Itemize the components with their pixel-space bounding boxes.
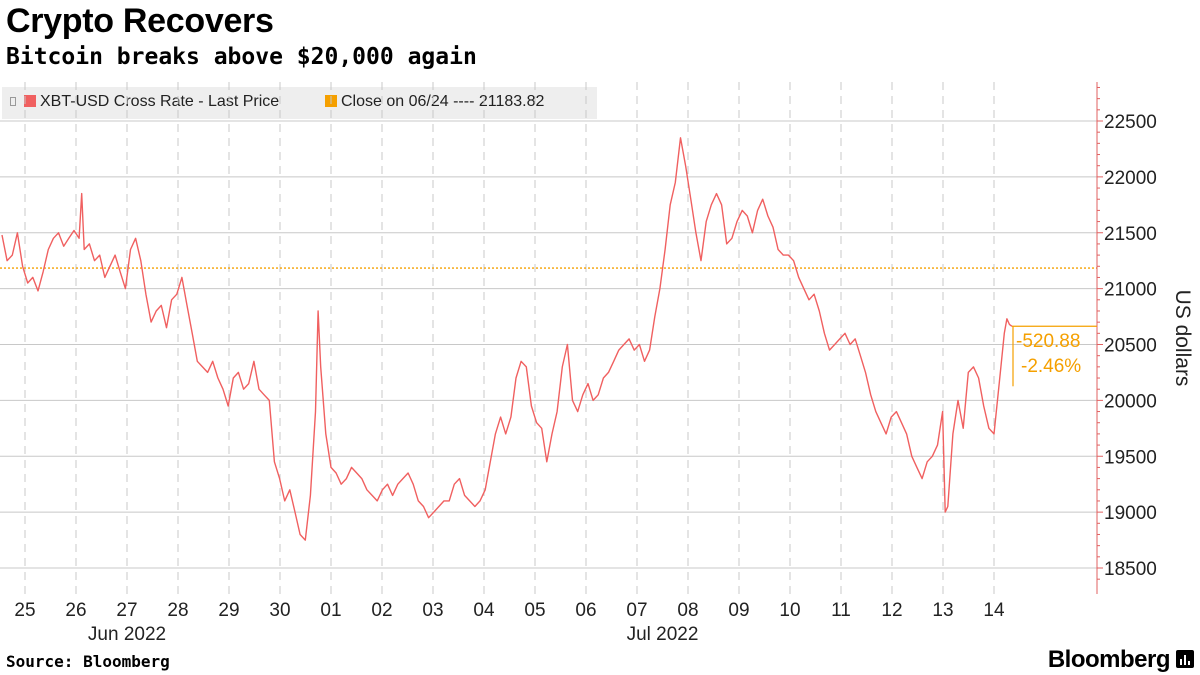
y-tick-label: 20500 — [1104, 336, 1157, 357]
x-tick-label: 29 — [218, 600, 239, 621]
x-tick-label: 13 — [932, 600, 953, 621]
x-tick-label: 06 — [575, 600, 596, 621]
y-tick-label: 18500 — [1104, 559, 1157, 580]
change-label: -520.88 — [1016, 331, 1080, 352]
x-tick-label: 01 — [320, 600, 341, 621]
x-tick-label: 10 — [779, 600, 800, 621]
y-tick-label: 20000 — [1104, 391, 1157, 412]
legend: XBT-USD Cross Rate - Last Price Close on… — [2, 87, 597, 119]
y-tick-label: 22500 — [1104, 112, 1157, 133]
legend-menu-icon — [10, 97, 16, 106]
bloomberg-chart-icon — [1176, 650, 1194, 668]
x-tick-label: 03 — [422, 600, 443, 621]
y-axis-label: US dollars — [1171, 290, 1194, 387]
y-tick-label: 19000 — [1104, 503, 1157, 524]
x-tick-label: 14 — [983, 600, 1005, 621]
x-tick-label: 02 — [371, 600, 392, 621]
x-month-label: Jun 2022 — [88, 624, 166, 645]
source-note: Source: Bloomberg — [6, 652, 170, 671]
chart-subtitle: Bitcoin breaks above $20,000 again — [6, 44, 477, 70]
x-tick-label: 30 — [269, 600, 290, 621]
series-line — [1, 137, 1013, 541]
legend-swatch-series — [24, 95, 36, 107]
y-tick-label: 22000 — [1104, 168, 1157, 189]
x-tick-label: 08 — [677, 600, 698, 621]
legend-label-series: XBT-USD Cross Rate - Last Price — [40, 93, 280, 110]
x-month-label: Jul 2022 — [627, 624, 699, 645]
legend-item-series: XBT-USD Cross Rate - Last Price — [24, 93, 279, 111]
x-tick-label: 26 — [65, 600, 86, 621]
x-tick-label: 25 — [14, 600, 35, 621]
brand-logo: Bloomberg — [1047, 646, 1171, 673]
x-tick-label: 04 — [473, 600, 495, 621]
x-tick-label: 11 — [831, 600, 851, 621]
x-tick-label: 27 — [116, 600, 137, 621]
chart-title: Crypto Recovers — [6, 2, 274, 40]
y-tick-label: 21000 — [1104, 280, 1157, 301]
legend-label-reference: Close on 06/24 ---- 21183.82 — [341, 93, 545, 110]
x-tick-label: 07 — [626, 600, 647, 621]
x-tick-label: 09 — [728, 600, 749, 621]
x-tick-label: 28 — [167, 600, 188, 621]
x-tick-label: 12 — [881, 600, 902, 621]
x-tick-label: 05 — [524, 600, 545, 621]
percent-label: -2.46% — [1021, 356, 1081, 377]
y-tick-label: 21500 — [1104, 224, 1157, 245]
y-tick-label: 19500 — [1104, 447, 1157, 468]
